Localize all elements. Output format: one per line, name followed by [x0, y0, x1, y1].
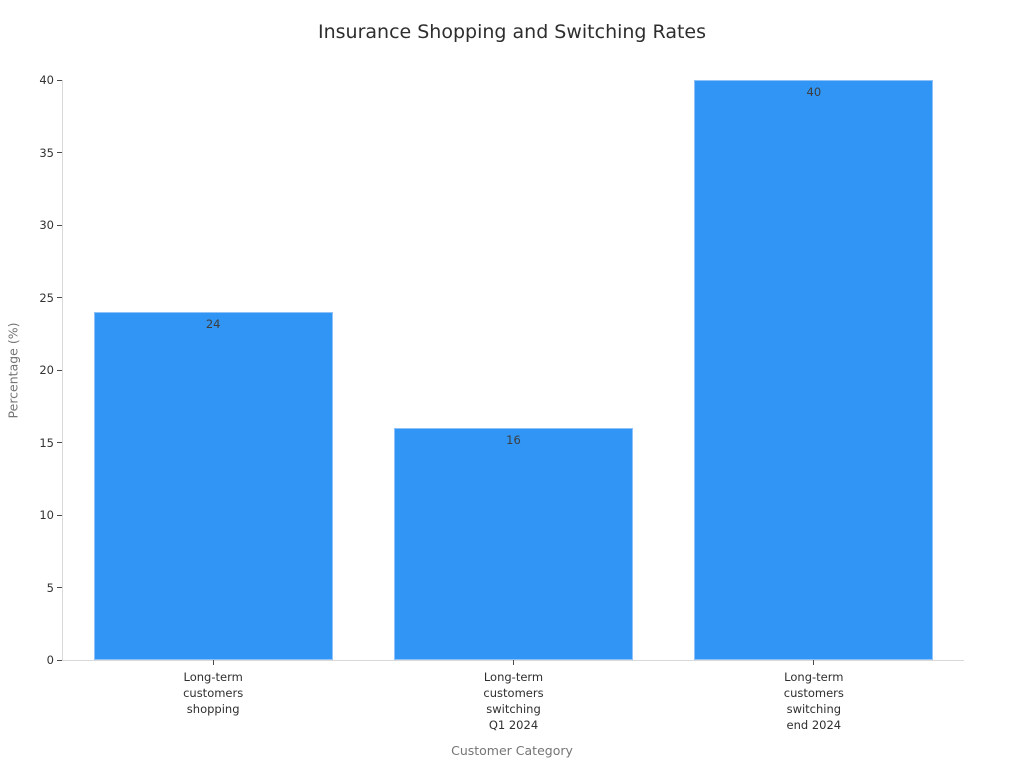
bar: [93, 312, 333, 660]
x-tick-mark: [212, 660, 214, 665]
y-tick-mark: [57, 224, 62, 226]
y-tick-label: 25: [39, 290, 54, 305]
y-tick-label: 15: [39, 435, 54, 450]
y-tick-mark: [57, 514, 62, 516]
x-tick-label: Long-term customers switching Q1 2024: [483, 670, 544, 732]
bar-value-label: 24: [205, 317, 221, 331]
x-tick-label: Long-term customers shopping: [183, 670, 244, 716]
y-tick-label: 10: [39, 508, 54, 522]
bar-value-label: 40: [806, 85, 822, 99]
x-axis-title: Customer Category: [451, 743, 573, 758]
y-tick-mark: [57, 587, 62, 588]
y-tick-label: 40: [39, 73, 54, 87]
y-tick-mark: [57, 442, 62, 443]
y-tick-label: 30: [39, 218, 54, 232]
y-tick-mark: [57, 297, 62, 298]
y-tick-mark: [57, 79, 62, 81]
y-tick-label: 20: [39, 363, 54, 377]
x-tick-mark: [513, 660, 514, 665]
x-tick-label: Long-term customers switching end 2024: [783, 670, 844, 732]
chart-title: Insurance Shopping and Switching Rates: [317, 21, 706, 43]
y-tick-label: 0: [46, 653, 54, 667]
y-tick-mark: [57, 659, 62, 661]
bar-value-label: 16: [506, 433, 521, 447]
plot-area: 0 5 10 15 20 25 30 35 40 24 Long-term customers sh…: [39, 73, 964, 732]
y-tick-label: 5: [46, 580, 54, 595]
bar: [694, 80, 934, 660]
bar: [394, 428, 633, 660]
y-tick-label: 35: [39, 145, 54, 160]
y-tick-mark: [57, 369, 62, 371]
x-tick-mark: [813, 660, 815, 665]
y-tick-mark: [57, 152, 62, 153]
